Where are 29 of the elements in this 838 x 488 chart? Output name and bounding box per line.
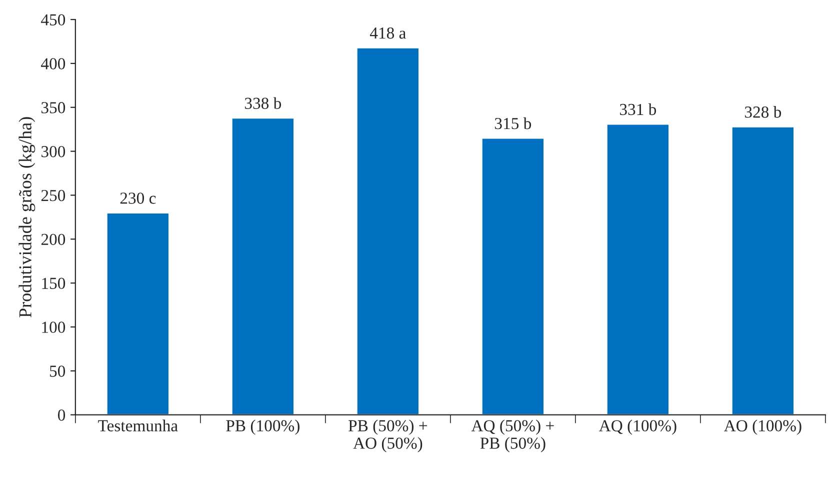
y-axis-title: Produtividade grãos (kg/ha) — [18, 117, 36, 318]
x-tick-label: PB (100%) — [226, 420, 300, 435]
y-tick-label: 400 — [41, 58, 66, 70]
x-tick-label: Testemunha — [98, 420, 178, 432]
x-tick-label: AQ (50%) + PB (50%) — [471, 420, 554, 452]
bar — [230, 117, 295, 415]
y-tick-label: 350 — [41, 102, 66, 114]
x-tick-label: PB (50%) + AO (50%) — [348, 420, 427, 452]
bar — [480, 137, 545, 415]
y-tick-label: 100 — [42, 322, 66, 333]
bar — [106, 212, 170, 415]
data-label: 418 a — [370, 27, 406, 39]
bar — [730, 126, 795, 415]
y-tick-label: 0 — [58, 410, 66, 421]
y-tick-label: 200 — [41, 234, 66, 246]
y-tick-label: 150 — [42, 278, 66, 289]
y-tick-label: 50 — [50, 366, 66, 377]
data-label: 331 b — [620, 103, 656, 116]
y-tick-label: 250 — [41, 190, 66, 202]
x-tick-label: AO (100%) — [724, 420, 802, 435]
bar — [606, 123, 670, 415]
data-label: 230 c — [120, 192, 156, 204]
data-label: 338 b — [244, 97, 282, 109]
x-tick-label: AQ (100%) — [598, 420, 676, 435]
data-label: 328 b — [744, 106, 782, 118]
bar — [356, 46, 420, 415]
y-tick-label: 300 — [41, 146, 66, 158]
y-tick-label: 450 — [41, 14, 66, 26]
data-label: 315 b — [494, 117, 532, 130]
